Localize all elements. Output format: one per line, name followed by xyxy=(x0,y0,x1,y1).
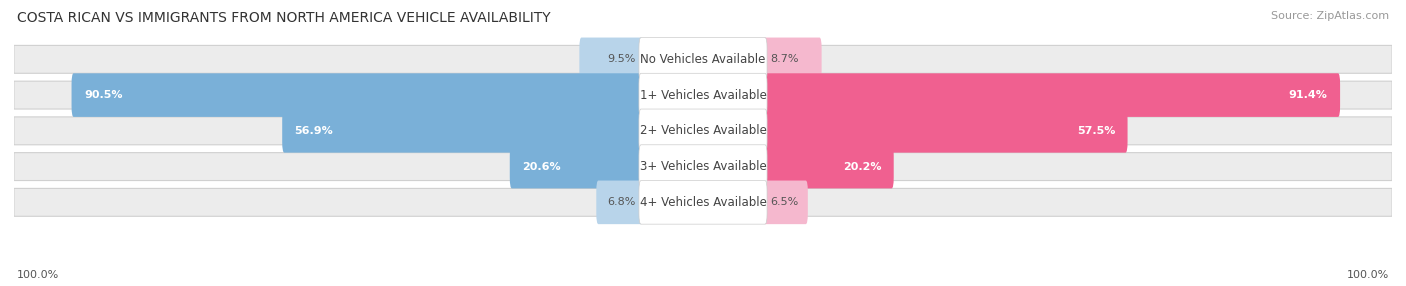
FancyBboxPatch shape xyxy=(579,37,643,81)
FancyBboxPatch shape xyxy=(763,109,1128,153)
Text: 6.5%: 6.5% xyxy=(770,197,799,207)
FancyBboxPatch shape xyxy=(763,145,894,188)
FancyBboxPatch shape xyxy=(763,180,808,224)
FancyBboxPatch shape xyxy=(596,180,643,224)
Text: 6.8%: 6.8% xyxy=(607,197,636,207)
FancyBboxPatch shape xyxy=(763,37,821,81)
Text: 90.5%: 90.5% xyxy=(84,90,122,100)
Text: 100.0%: 100.0% xyxy=(17,270,59,280)
Text: 91.4%: 91.4% xyxy=(1289,90,1327,100)
FancyBboxPatch shape xyxy=(14,153,1392,180)
FancyBboxPatch shape xyxy=(638,37,768,81)
FancyBboxPatch shape xyxy=(283,109,643,153)
FancyBboxPatch shape xyxy=(510,145,643,188)
Text: 4+ Vehicles Available: 4+ Vehicles Available xyxy=(640,196,766,209)
FancyBboxPatch shape xyxy=(638,145,768,188)
FancyBboxPatch shape xyxy=(14,188,1392,216)
Text: 20.6%: 20.6% xyxy=(522,162,561,172)
Text: No Vehicles Available: No Vehicles Available xyxy=(640,53,766,66)
FancyBboxPatch shape xyxy=(14,117,1392,145)
Text: 1+ Vehicles Available: 1+ Vehicles Available xyxy=(640,89,766,102)
FancyBboxPatch shape xyxy=(638,73,768,117)
Text: 8.7%: 8.7% xyxy=(770,54,799,64)
Text: 3+ Vehicles Available: 3+ Vehicles Available xyxy=(640,160,766,173)
Text: 9.5%: 9.5% xyxy=(607,54,636,64)
FancyBboxPatch shape xyxy=(14,81,1392,109)
Text: Source: ZipAtlas.com: Source: ZipAtlas.com xyxy=(1271,11,1389,21)
Text: 2+ Vehicles Available: 2+ Vehicles Available xyxy=(640,124,766,137)
Text: COSTA RICAN VS IMMIGRANTS FROM NORTH AMERICA VEHICLE AVAILABILITY: COSTA RICAN VS IMMIGRANTS FROM NORTH AME… xyxy=(17,11,551,25)
FancyBboxPatch shape xyxy=(638,109,768,153)
FancyBboxPatch shape xyxy=(72,73,643,117)
Text: 56.9%: 56.9% xyxy=(295,126,333,136)
FancyBboxPatch shape xyxy=(763,73,1340,117)
FancyBboxPatch shape xyxy=(638,180,768,224)
Text: 20.2%: 20.2% xyxy=(842,162,882,172)
FancyBboxPatch shape xyxy=(14,45,1392,73)
Legend: Costa Rican, Immigrants from North America: Costa Rican, Immigrants from North Ameri… xyxy=(541,285,865,286)
Text: 57.5%: 57.5% xyxy=(1077,126,1115,136)
Text: 100.0%: 100.0% xyxy=(1347,270,1389,280)
